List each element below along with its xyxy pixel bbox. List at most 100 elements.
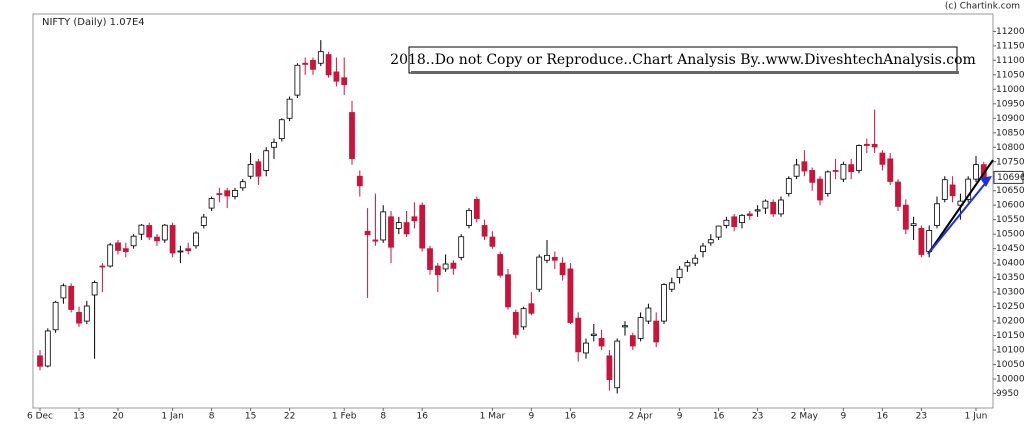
y-tick-label: 10950: [996, 99, 1024, 109]
candle-body: [302, 62, 309, 65]
x-tick-label: 8: [380, 412, 386, 422]
y-tick-label: 10200: [996, 317, 1024, 327]
x-tick-label: 20: [112, 412, 124, 422]
candle-body: [239, 181, 246, 189]
annotation: 2018..Do not Copy or Reproduce..Chart An…: [390, 52, 976, 68]
candle-body: [208, 198, 215, 209]
chart-title: NIFTY (Daily) 1.07E4: [42, 17, 145, 28]
plot-frame: [32, 13, 994, 409]
candle-body: [863, 143, 870, 146]
x-tick-label: 15: [245, 412, 256, 422]
candle-body: [154, 236, 160, 242]
candle-body: [559, 262, 566, 276]
candle-body: [83, 305, 90, 322]
candle-body: [466, 210, 472, 226]
candle-body: [606, 355, 613, 381]
candle-body: [536, 256, 543, 290]
candle-body: [723, 219, 730, 226]
x-tick-label: 16: [416, 412, 428, 422]
candle-body: [52, 301, 59, 331]
x-tick-label: 1 Feb: [332, 412, 357, 422]
candle-body: [411, 216, 418, 222]
candle-body: [278, 119, 285, 139]
candle-body: [512, 311, 519, 335]
x-tick-label: 13: [73, 412, 84, 422]
candle-body: [224, 190, 231, 197]
candle-body: [44, 330, 51, 367]
candle-body: [286, 98, 293, 119]
candle-body: [216, 193, 223, 196]
candle-body: [895, 181, 901, 207]
candle-body: [60, 285, 67, 299]
candle-body: [973, 164, 979, 180]
y-tick-label: 10150: [996, 331, 1024, 341]
candle-body: [255, 161, 262, 177]
candle-body: [762, 200, 769, 209]
candle-body: [590, 333, 597, 336]
candle-body: [941, 179, 948, 200]
last-price-label: 10696: [997, 173, 1024, 183]
y-tick-label: 10000: [996, 375, 1024, 385]
candle-body: [910, 223, 917, 226]
x-tick-label: 8: [209, 412, 215, 422]
x-tick-label: 16: [877, 412, 889, 422]
candle-body: [832, 170, 839, 172]
candle-body: [629, 335, 636, 347]
candle-body: [739, 214, 745, 223]
candle-body: [887, 158, 894, 182]
candle-body: [138, 224, 145, 235]
candle-body: [146, 225, 153, 238]
x-tick-label: 23: [752, 412, 763, 422]
candle-body: [193, 232, 199, 247]
candle-body: [965, 178, 972, 200]
y-tick-label: 10850: [996, 128, 1024, 138]
candle-body: [754, 209, 761, 212]
candle-body: [528, 303, 535, 314]
y-tick-label: 10300: [996, 288, 1024, 298]
source: (c) Chartink.com: [945, 2, 1020, 12]
candle-body: [317, 51, 324, 64]
candle-body: [91, 282, 98, 296]
y-tick-label: 10250: [996, 302, 1024, 312]
arrow-head: [980, 176, 992, 187]
y-tick-label: 9950: [996, 389, 1019, 399]
y-tick-label: 10450: [996, 244, 1024, 254]
candle-body: [442, 263, 449, 270]
y-tick-label: 10750: [996, 157, 1024, 167]
y-tick-label: 11200: [996, 27, 1024, 37]
candle-body: [356, 175, 363, 187]
x-tick-label: 9: [677, 412, 683, 422]
candle-body: [481, 225, 488, 237]
candle-body: [614, 340, 621, 389]
candle-body: [848, 164, 855, 173]
candle-body: [177, 250, 184, 253]
candle-body: [809, 170, 816, 183]
y-tick-label: 10100: [996, 346, 1024, 356]
candle-body: [37, 355, 43, 367]
candle-body: [364, 230, 371, 236]
candle-body: [310, 59, 316, 70]
candle-body: [200, 216, 207, 226]
candle-body: [372, 239, 379, 242]
y-tick-label: 11100: [996, 56, 1024, 66]
candle-body: [403, 222, 410, 235]
candle-body: [333, 71, 340, 82]
candle-body: [731, 216, 738, 228]
candle-body: [676, 268, 683, 279]
y-tick-label: 10800: [996, 143, 1024, 153]
candle-body: [380, 211, 387, 241]
candle-body: [715, 225, 722, 238]
y-tick-label: 11050: [996, 70, 1024, 80]
candle-body: [520, 308, 527, 328]
annotation-box: [408, 46, 958, 74]
candle-body: [661, 284, 667, 322]
candle-body: [395, 222, 402, 229]
candle-body: [700, 245, 706, 252]
x-tick-label: 23: [916, 412, 927, 422]
candle-body: [161, 224, 168, 241]
candle-body: [575, 317, 582, 353]
candle-body: [824, 171, 831, 195]
candle-body: [778, 199, 784, 215]
candle-body: [458, 236, 465, 258]
candle-body: [434, 265, 441, 276]
